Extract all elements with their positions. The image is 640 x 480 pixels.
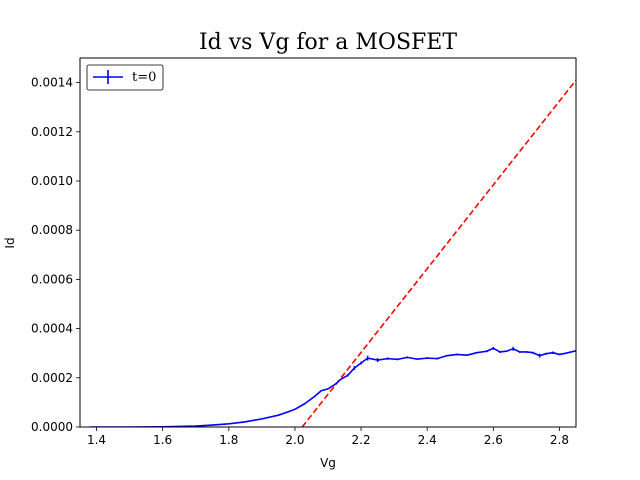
- x-tick-label: 2.2: [352, 433, 371, 447]
- x-tick-label: 2.0: [285, 433, 304, 447]
- x-tick-label: 2.8: [550, 433, 569, 447]
- plot-frame: [79, 57, 577, 428]
- series-line-t0: [89, 347, 576, 427]
- y-tick-label: 0.0008: [31, 223, 73, 237]
- x-tick-label: 1.8: [219, 433, 238, 447]
- legend: t=0: [86, 64, 164, 91]
- y-axis-ticks: 0.0000 0.0002 0.0004 0.0006 0.0008 0.0010 0.00…: [31, 76, 80, 434]
- x-axis-label: Vg: [320, 456, 336, 470]
- series-layer: [89, 79, 576, 427]
- y-tick-label: 0.0010: [31, 174, 73, 188]
- legend-box: [86, 64, 164, 91]
- x-tick-label: 1.4: [87, 433, 106, 447]
- y-tick-label: 0.0006: [31, 272, 73, 286]
- y-tick-label: 0.0014: [31, 76, 73, 90]
- x-tick-label: 2.4: [418, 433, 437, 447]
- y-tick-label: 0.0002: [31, 371, 73, 385]
- y-tick-label: 0.0000: [31, 420, 73, 434]
- y-tick-label: 0.0012: [31, 125, 73, 139]
- x-tick-label: 2.6: [484, 433, 503, 447]
- legend-label: t=0: [132, 70, 156, 85]
- x-tick-label: 1.6: [153, 433, 172, 447]
- chart-title: Id vs Vg for a MOSFET: [199, 30, 457, 55]
- y-axis-label: Id: [3, 237, 17, 248]
- y-tick-label: 0.0004: [31, 322, 73, 336]
- fit-line: [301, 79, 576, 427]
- x-axis-ticks: 1.4 1.6 1.8 2.0 2.2 2.4 2.6 2.8: [87, 427, 569, 447]
